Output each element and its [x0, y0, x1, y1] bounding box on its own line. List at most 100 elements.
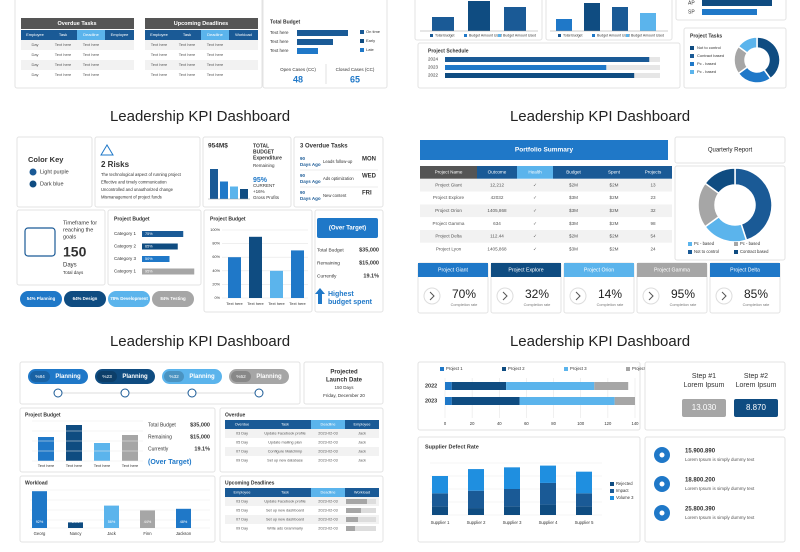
label: Workload	[25, 480, 48, 486]
legend-swatch	[734, 250, 738, 254]
label: $3M	[569, 195, 578, 200]
bar-segment	[576, 506, 592, 515]
label: Text here	[226, 301, 243, 306]
bar	[346, 526, 355, 531]
bar-segment	[451, 397, 520, 405]
legend-swatch	[688, 250, 692, 254]
label: 05 Day	[236, 509, 248, 513]
label: 07 Day	[236, 518, 248, 522]
label: Project Giant	[435, 182, 462, 187]
label: 24	[650, 246, 656, 251]
label: Contract based	[697, 53, 724, 58]
table-header	[105, 30, 134, 40]
label: Jack	[358, 450, 366, 454]
table-header	[517, 166, 553, 179]
label: Remaining	[148, 434, 172, 440]
label: Category 1	[114, 231, 137, 236]
label: 64% Design	[73, 296, 98, 301]
bar-segment	[451, 382, 507, 390]
label: Completion rate	[451, 303, 478, 307]
panel	[417, 436, 641, 543]
panel	[293, 136, 384, 208]
label: New content	[323, 193, 347, 198]
label: Planning	[189, 374, 215, 380]
label: Days Ago	[300, 179, 321, 184]
donut-slice	[704, 167, 736, 195]
label: Employee	[26, 32, 45, 37]
label: 56%	[108, 520, 116, 524]
label: Workload	[235, 32, 252, 37]
panel	[94, 136, 201, 208]
label: 92%	[36, 520, 44, 524]
label: Budget Amount Used	[631, 33, 664, 37]
label: Employee	[111, 32, 130, 37]
table-header	[477, 166, 517, 179]
label: Remaining	[317, 260, 340, 266]
phase-pill	[229, 369, 289, 384]
label: 90	[300, 173, 306, 178]
label: Overdue	[235, 423, 250, 427]
card-header	[637, 263, 707, 277]
bar-segment	[540, 465, 556, 483]
panel	[644, 436, 786, 543]
table-header	[345, 488, 379, 497]
label: $2M	[569, 182, 578, 187]
label: Color Key	[28, 155, 64, 164]
label: reaching the	[63, 227, 93, 233]
label: Health	[528, 170, 542, 175]
label: 90	[300, 190, 306, 195]
label: 3 Overdue Tasks	[300, 144, 348, 150]
table-row	[21, 40, 134, 50]
slide-title: Leadership KPI Dashboard	[510, 333, 690, 350]
label: Task	[281, 423, 289, 427]
bar	[140, 510, 155, 528]
label: Employee	[234, 491, 251, 495]
label: Pc - based	[697, 61, 716, 66]
label: 95%	[671, 287, 695, 301]
label: Uncontrolled and unauthorized change	[101, 187, 174, 192]
label: 54	[650, 234, 656, 239]
bar	[104, 505, 119, 528]
label: Category 3	[114, 256, 137, 261]
label: 2024	[428, 57, 439, 62]
phase-pct-bg	[30, 371, 50, 382]
table-row	[145, 50, 258, 60]
label: WED	[362, 174, 377, 180]
label: Ads optimization	[323, 176, 354, 181]
label: Budget Amount Used	[503, 33, 536, 37]
label: Project 3	[570, 366, 587, 371]
label: 150 Days	[334, 385, 354, 390]
label: Effective and timely communication	[101, 180, 167, 185]
table-row	[145, 60, 258, 70]
label: Jack	[358, 459, 366, 463]
bar	[228, 257, 241, 298]
label: %52	[236, 374, 246, 380]
label: Supplier 1	[431, 520, 451, 525]
label: Category 1	[114, 269, 137, 274]
phase-pill	[162, 369, 222, 384]
chevron-button	[569, 287, 587, 305]
table-row	[225, 524, 379, 533]
label: Text here	[207, 42, 224, 47]
table-row	[21, 60, 134, 70]
label: ✓	[533, 195, 537, 200]
phase-pill	[20, 291, 62, 307]
table-row	[21, 70, 134, 80]
label: Jack	[107, 531, 117, 536]
label: Completion rate	[670, 303, 697, 307]
label: The technological aspect of running proj…	[101, 172, 182, 177]
label: Nancy	[70, 531, 83, 536]
label: 2023-02-03	[318, 459, 337, 463]
table-title	[145, 18, 258, 29]
label: Project 4	[632, 366, 649, 371]
label: 84% Testing	[160, 296, 186, 301]
label: Project Name	[435, 170, 463, 175]
stat-icon-glyph	[659, 481, 665, 487]
table-header	[49, 30, 77, 40]
label: Configure Mailchimp	[268, 450, 303, 454]
label: $2M	[610, 221, 619, 226]
label: Text here	[268, 301, 285, 306]
label: 120	[604, 421, 612, 426]
label: 2023	[425, 398, 437, 404]
label: 54% Planning	[27, 296, 56, 301]
